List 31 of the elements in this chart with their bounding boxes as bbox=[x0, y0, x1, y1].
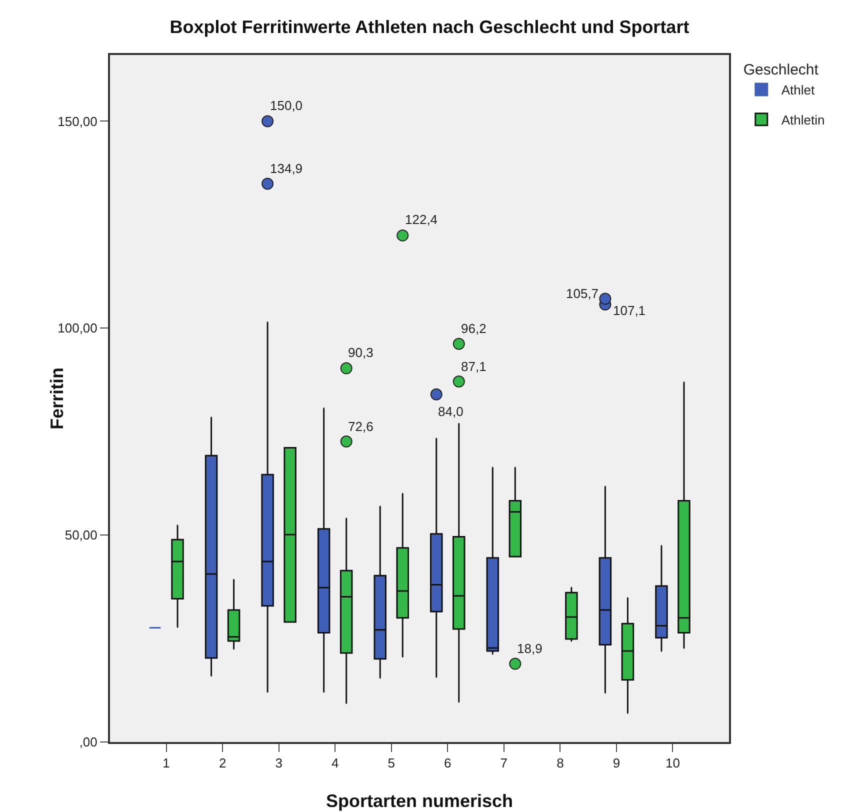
x-axis-title: Sportarten numerisch bbox=[326, 791, 514, 811]
x-tick-label: 2 bbox=[218, 756, 226, 771]
x-tick-label: 8 bbox=[556, 756, 564, 771]
annotation: 105,7 bbox=[566, 286, 599, 301]
annotation: 150,0 bbox=[270, 98, 303, 113]
annotation: 87,1 bbox=[461, 359, 486, 374]
x-tick-label: 1 bbox=[162, 756, 170, 771]
x-tick-label: 5 bbox=[388, 756, 395, 771]
y-axis-title: Ferritin bbox=[47, 367, 67, 430]
chart-title: Boxplot Ferritinwerte Athleten nach Geschlecht und Sportart bbox=[170, 16, 690, 37]
annotation: 134,9 bbox=[270, 161, 303, 176]
annotation: 72,6 bbox=[348, 419, 374, 434]
annotation: 122,4 bbox=[405, 212, 438, 227]
annotation: 90,3 bbox=[348, 345, 374, 360]
annotation: 84,0 bbox=[438, 404, 464, 419]
x-tick-label: 6 bbox=[444, 756, 452, 771]
legend-label: Athletin bbox=[781, 112, 825, 128]
legend-label: Athlet bbox=[781, 82, 816, 98]
x-tick-label: 7 bbox=[500, 756, 508, 771]
annotation: 18,9 bbox=[517, 641, 542, 656]
x-tick-label: 9 bbox=[612, 756, 620, 771]
x-tick-label: 4 bbox=[331, 756, 339, 771]
x-tick-label: 3 bbox=[275, 756, 282, 771]
legend-title: Geschlecht bbox=[743, 62, 820, 78]
y-tick-label: 100,00 bbox=[58, 320, 98, 336]
y-tick-label: ,00 bbox=[79, 734, 98, 750]
annotation: 107,1 bbox=[613, 303, 646, 318]
x-tick-label: 10 bbox=[665, 756, 680, 771]
y-tick-label: 150,00 bbox=[58, 114, 98, 129]
y-tick-label: 50,00 bbox=[64, 528, 98, 543]
annotation: 96,2 bbox=[461, 321, 486, 336]
